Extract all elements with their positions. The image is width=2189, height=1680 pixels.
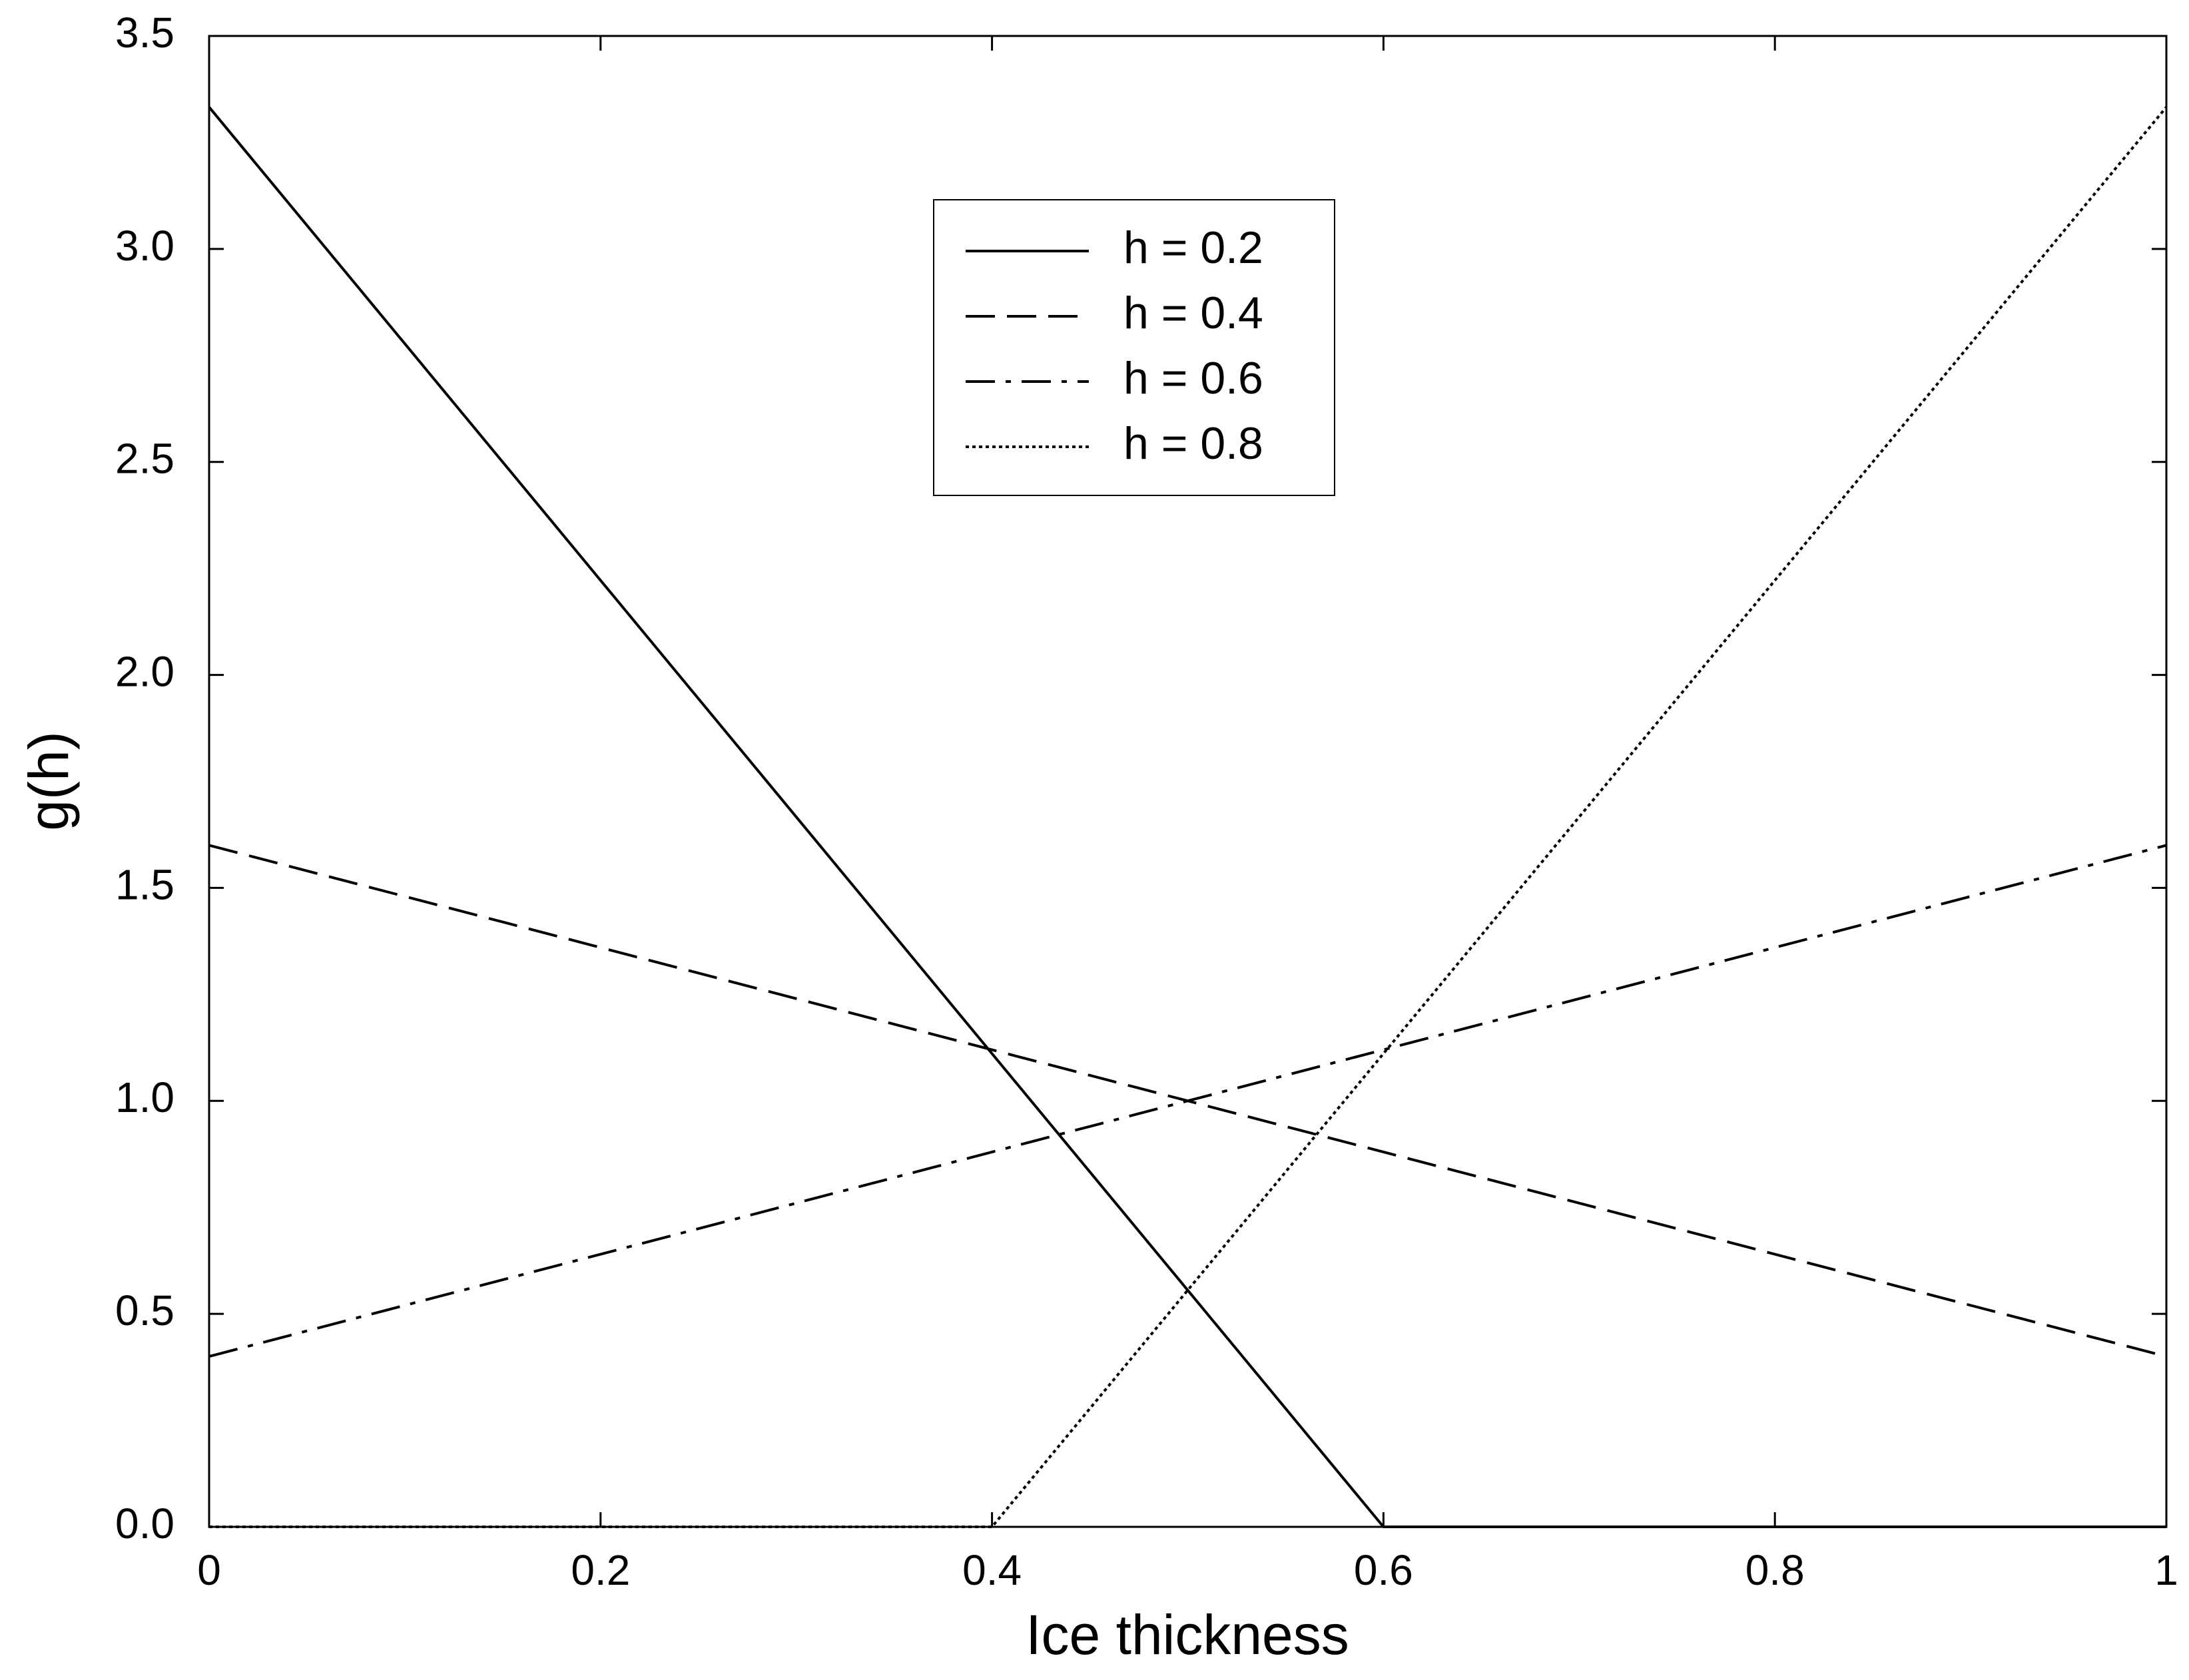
x-tick-label: 0.4 — [962, 1546, 1022, 1594]
x-axis-label: Ice thickness — [1026, 1603, 1349, 1666]
y-tick-label: 2.0 — [115, 647, 174, 695]
y-tick-label: 3.0 — [115, 222, 174, 270]
y-tick-label: 0.0 — [115, 1500, 174, 1547]
legend-label: h = 0.8 — [1123, 418, 1263, 469]
legend-label: h = 0.2 — [1123, 222, 1263, 273]
legend-label: h = 0.4 — [1123, 288, 1263, 338]
series-line — [208, 844, 2167, 1358]
x-tick-label: 0 — [197, 1546, 221, 1594]
y-tick-label: 0.5 — [115, 1286, 174, 1334]
x-tick-label: 0.2 — [571, 1546, 630, 1594]
y-tick-label: 1.5 — [115, 860, 174, 908]
plot-frame — [208, 35, 2168, 1528]
y-tick-label: 2.5 — [115, 435, 174, 483]
x-tick-label: 0.8 — [1745, 1546, 1805, 1594]
x-tick-label: 1 — [2154, 1546, 2178, 1594]
y-tick-label: 1.0 — [115, 1073, 174, 1121]
series-line — [208, 106, 2166, 1528]
series-line — [209, 106, 2168, 1528]
y-axis-label: g(h) — [17, 731, 80, 830]
x-tick-label: 0.6 — [1354, 1546, 1413, 1594]
y-tick-label: 3.5 — [115, 9, 174, 57]
legend-label: h = 0.6 — [1123, 353, 1263, 404]
